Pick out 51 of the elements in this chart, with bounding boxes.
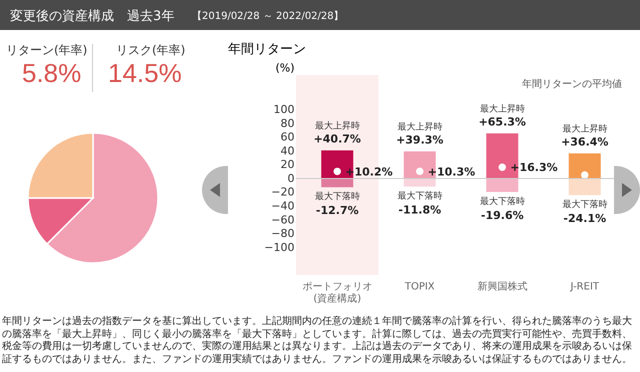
- bar: [404, 178, 436, 187]
- text: 14.5%: [108, 58, 182, 89]
- point: [334, 168, 341, 176]
- data-label: -11.8%: [398, 204, 442, 217]
- annotation: 最大下落時: [314, 191, 360, 202]
- point: [498, 164, 506, 171]
- bar: [568, 153, 601, 178]
- text: 【2019/02/28 ～ 2022/02/28】: [192, 10, 344, 23]
- annotation: 最大上昇時: [314, 120, 360, 132]
- data-label: +10.3%: [428, 165, 476, 178]
- y-tick-label: −80: [271, 227, 294, 240]
- data-label: -19.6%: [480, 208, 524, 222]
- y-tick-label: −20: [271, 186, 294, 199]
- y-tick-label: −60: [271, 213, 294, 226]
- text: リスク(年率): [116, 42, 186, 59]
- bar: [486, 178, 518, 192]
- y-tick-label: 60: [280, 130, 294, 144]
- x-tick-label: TOPIX: [404, 282, 435, 292]
- text: リターン(年率): [6, 42, 88, 59]
- y-tick-label: 80: [280, 116, 294, 130]
- y-tick-label: 0: [288, 172, 294, 185]
- point: [581, 171, 588, 179]
- text: 年間リターンの平均値: [522, 78, 622, 90]
- data-label: -24.1%: [563, 212, 606, 226]
- y-tick-label: 20: [280, 158, 294, 172]
- annotation: 最大下落時: [562, 199, 608, 210]
- annotation: 最大上昇時: [480, 103, 525, 114]
- text: 5.8%: [22, 58, 82, 89]
- text: 変更後の資産構成 過去3年: [10, 8, 174, 25]
- x-tick-label: ポートフォリオ (資産構成): [302, 282, 372, 304]
- text: 年間リターンは過去の指数データを基に算出しています。上記期間内の任意の連続１年間で騰落率の計算を行い、得られた騰落率のうち最大の騰落率を「最大上昇時」、同じく最小の騰落率を「最大下落時」としています。計算に際しては、過去の売買実行可能性や、売買手数料、税金等の費用は一切考慮していませんので、実際の運用結果とは異なります。上記は過去のデータであり、将来の運用成果を示唆あるいは保証するものではありません。また、ファンドの運用実績ではありません。ファンドの運用成果を示唆あるいは保証するものではありません。: [2, 316, 633, 366]
- y-tick-label: −100: [264, 240, 294, 254]
- x-tick-label: J-REIT: [569, 282, 600, 292]
- chart-title: 年間リターン: [228, 42, 306, 57]
- data-label: +36.4%: [561, 135, 608, 148]
- annotation: 最大上昇時: [397, 121, 442, 132]
- y-tick-label: 100: [274, 102, 294, 116]
- data-label: +65.3%: [478, 115, 526, 128]
- annotation: 最大下落時: [480, 196, 525, 207]
- y-axis-title: (%): [275, 62, 294, 74]
- data-label: -12.7%: [316, 204, 359, 218]
- x-tick-label: 新興国株式: [477, 280, 528, 292]
- annotation: 最大上昇時: [562, 123, 608, 134]
- y-tick-label: 40: [280, 144, 294, 158]
- y-tick-label: −40: [271, 200, 294, 213]
- data-label: +39.3%: [396, 133, 444, 146]
- point: [416, 168, 424, 176]
- bar: [321, 178, 354, 188]
- annotation: 最大下落時: [397, 190, 442, 202]
- data-label: +40.7%: [314, 132, 361, 146]
- bar: [568, 178, 601, 196]
